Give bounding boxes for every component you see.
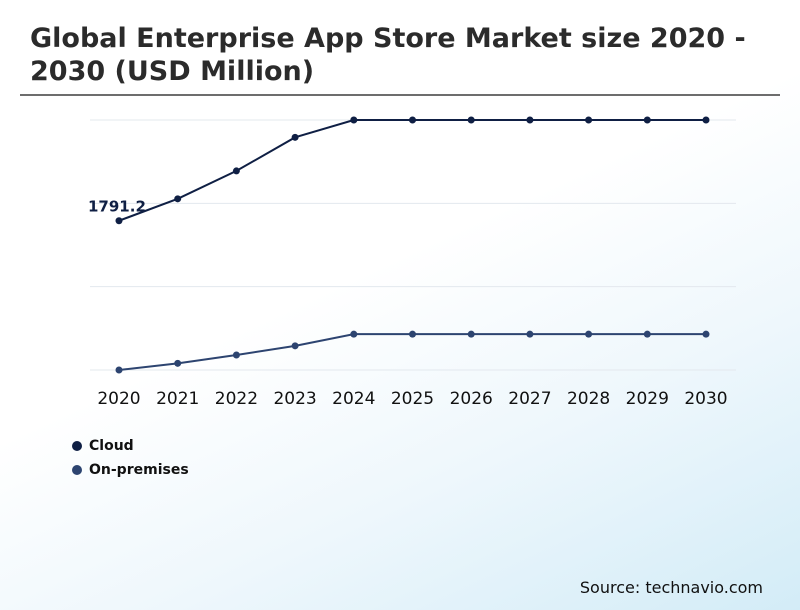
data-label: 1791.2 — [88, 198, 146, 216]
data-point — [350, 330, 358, 338]
data-point — [409, 116, 416, 124]
data-point — [291, 342, 299, 350]
series-line-0 — [118, 119, 706, 222]
legend-item: On-premises — [72, 458, 189, 482]
line-chart: 1791.2 2020 2021 2022 2023 2024 2025 2026 2027 20… — [88, 116, 736, 409]
data-point — [350, 116, 358, 124]
legend-label: Cloud — [89, 438, 134, 454]
data-point — [232, 167, 240, 175]
data-point — [526, 116, 534, 124]
legend-swatch — [72, 441, 82, 451]
x-tick-label: 2021 — [156, 389, 199, 409]
x-tick-label: 2026 — [450, 389, 493, 409]
x-tick-label: 2022 — [215, 389, 258, 409]
x-tick-label: 2020 — [97, 389, 140, 409]
legend-label: On-premises — [89, 462, 189, 478]
data-point — [174, 359, 182, 367]
data-point — [467, 116, 475, 124]
data-point — [585, 330, 593, 338]
legend-swatch — [72, 465, 82, 475]
x-tick-label: 2024 — [332, 389, 375, 409]
chart-title: Global Enterprise App Store Market size … — [30, 23, 746, 87]
x-tick-label: 2029 — [626, 389, 669, 409]
x-tick-label: 2023 — [273, 389, 316, 409]
data-point — [409, 330, 416, 338]
series-line-1 — [118, 333, 706, 371]
data-point — [643, 116, 651, 124]
data-point — [291, 133, 299, 141]
chart-legend: Cloud On-premises — [72, 434, 189, 482]
data-point — [467, 330, 475, 338]
data-point — [115, 217, 123, 225]
x-tick-label: 2025 — [391, 389, 434, 409]
data-point — [702, 116, 710, 124]
title-divider — [20, 94, 780, 96]
legend-item: Cloud — [72, 434, 189, 458]
data-point — [232, 351, 240, 359]
data-point — [643, 330, 651, 338]
data-point — [526, 330, 534, 338]
data-point — [174, 195, 182, 203]
x-tick-label: 2027 — [508, 389, 551, 409]
data-point — [115, 366, 123, 374]
data-point — [702, 330, 710, 338]
x-tick-label: 2030 — [684, 389, 727, 409]
source-credit: Source: technavio.com — [579, 578, 763, 597]
data-point — [585, 116, 593, 124]
x-tick-label: 2028 — [567, 389, 610, 409]
